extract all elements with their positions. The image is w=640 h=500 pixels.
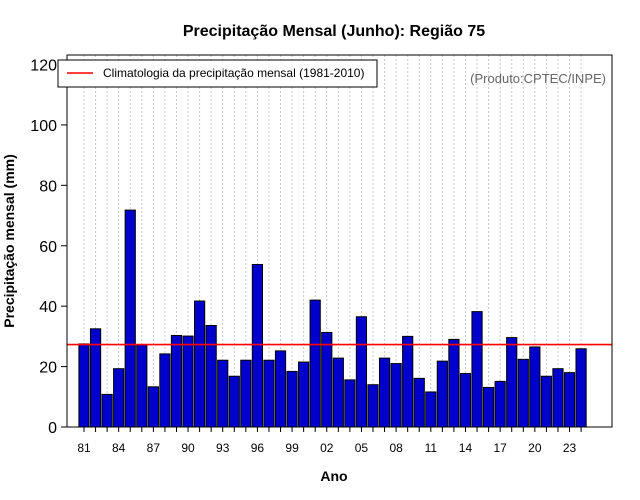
bar-2023 xyxy=(563,372,576,428)
bar-2007 xyxy=(378,357,391,428)
bar-1986 xyxy=(136,344,148,428)
bar-2022 xyxy=(552,368,564,428)
x-axis-label: Ano xyxy=(320,468,347,484)
legend-label: Climatologia da precipitação mensal (198… xyxy=(103,66,364,80)
bar-2021 xyxy=(540,375,552,428)
bar-1999 xyxy=(286,370,298,428)
legend: Climatologia da precipitação mensal (198… xyxy=(57,59,378,88)
bar-2020 xyxy=(529,346,541,428)
bar-2000 xyxy=(298,361,310,428)
x-tick-label-02: 02 xyxy=(320,441,334,455)
bar-2004 xyxy=(344,379,356,428)
bar-1991 xyxy=(194,300,206,428)
y-tick-label-100: 100 xyxy=(30,118,57,135)
bar-2016 xyxy=(483,386,495,428)
bar-2018 xyxy=(506,337,518,428)
plot-border xyxy=(66,54,613,428)
y-axis: 0 20 40 60 80 100 120 xyxy=(30,58,67,437)
bar-2014 xyxy=(459,373,472,428)
y-tick-label-20: 20 xyxy=(39,360,57,377)
bar-2003 xyxy=(332,357,344,428)
bar-1982 xyxy=(89,328,102,428)
x-tick-label-90: 90 xyxy=(181,441,195,455)
x-tick-label-87: 87 xyxy=(147,441,161,455)
x-tick-label-84: 84 xyxy=(112,441,126,455)
x-tick-label-11: 11 xyxy=(425,441,438,455)
bar-1985 xyxy=(124,209,136,428)
bar-1984 xyxy=(113,368,125,428)
y-tick-label-60: 60 xyxy=(39,239,57,256)
bar-2013 xyxy=(448,338,460,428)
y-tick-label-80: 80 xyxy=(39,178,57,195)
bar-2012 xyxy=(436,360,448,428)
x-tick-label-14: 14 xyxy=(459,441,473,455)
bar-2002 xyxy=(321,331,333,428)
credit-text: (Produto:CPTEC/INPE) xyxy=(470,71,606,86)
bar-1981 xyxy=(78,343,90,428)
bars-group xyxy=(78,209,587,428)
bar-2009 xyxy=(402,335,414,428)
x-tick-label-20: 20 xyxy=(528,441,542,455)
bar-1983 xyxy=(101,393,113,428)
bar-1993 xyxy=(217,359,229,428)
bar-2001 xyxy=(309,299,321,428)
bar-1992 xyxy=(205,325,217,428)
bar-2015 xyxy=(471,311,483,428)
bar-2005 xyxy=(355,316,368,428)
bar-1994 xyxy=(228,375,240,428)
legend-box xyxy=(57,59,378,88)
x-tick-label-93: 93 xyxy=(216,441,230,455)
bar-2008 xyxy=(390,363,402,428)
chart-title: Precipitação Mensal (Junho): Região 75 xyxy=(183,23,485,40)
bar-2019 xyxy=(517,358,529,428)
x-tick-label-05: 05 xyxy=(355,441,369,455)
x-tick-label-17: 17 xyxy=(493,441,507,455)
bar-1987 xyxy=(147,386,159,428)
x-axis: 81 84 87 90 93 96 99 02 05 08 11 14 17 20 23 xyxy=(77,427,582,455)
x-tick-label-96: 96 xyxy=(251,441,265,455)
x-tick-label-99: 99 xyxy=(285,441,299,455)
y-tick-label-120: 120 xyxy=(30,58,57,75)
x-tick-label-23: 23 xyxy=(563,441,577,455)
bar-2017 xyxy=(494,380,506,428)
bar-1998 xyxy=(274,350,287,428)
x-tick-label-81: 81 xyxy=(77,441,91,455)
bar-1996 xyxy=(251,263,264,428)
bar-1988 xyxy=(159,353,171,428)
bar-1990 xyxy=(182,335,194,428)
y-tick-label-40: 40 xyxy=(39,299,57,316)
bar-2011 xyxy=(425,391,437,428)
bar-1995 xyxy=(240,359,252,428)
bar-2006 xyxy=(367,384,379,428)
bar-2024 xyxy=(575,348,587,428)
bar-1997 xyxy=(263,359,275,428)
x-tick-label-08: 08 xyxy=(389,441,403,455)
y-axis-label: Precipitação mensal (mm) xyxy=(1,154,17,328)
bar-2010 xyxy=(413,377,425,428)
bar-1989 xyxy=(170,334,183,428)
y-tick-label-0: 0 xyxy=(48,420,57,437)
